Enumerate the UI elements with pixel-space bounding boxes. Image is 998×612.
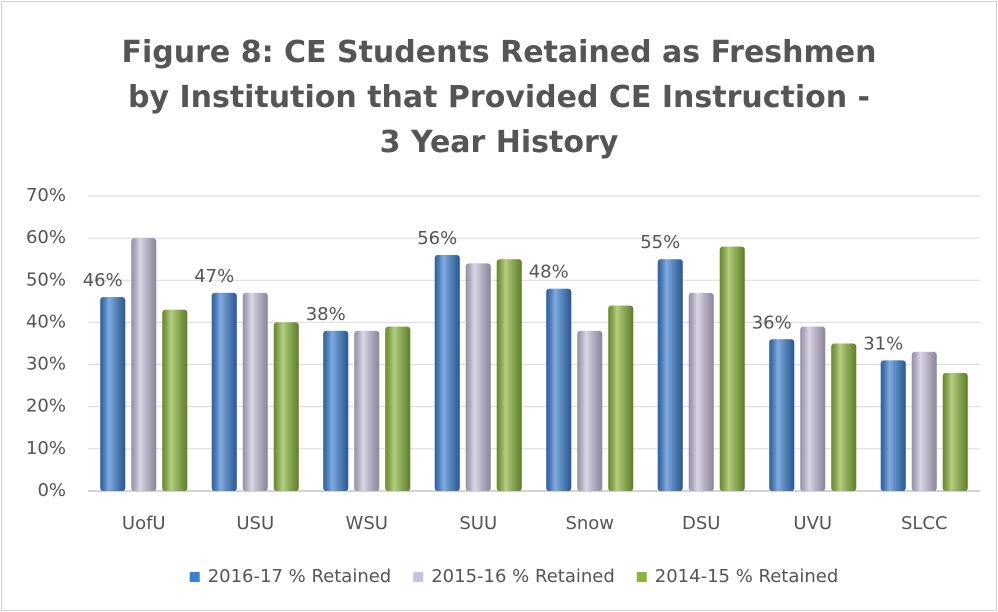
bar — [162, 309, 188, 491]
y-tick-label: 10% — [26, 438, 66, 459]
y-tick-label: 50% — [26, 269, 66, 290]
bar — [657, 259, 683, 491]
bar — [100, 297, 126, 491]
legend-marker — [413, 572, 424, 582]
data-label: 47% — [194, 266, 234, 287]
x-tick-label: WSU — [346, 513, 388, 534]
y-tick-label: 30% — [26, 354, 66, 375]
x-tick-label: DSU — [682, 513, 720, 534]
bar — [911, 351, 937, 491]
bar — [131, 238, 157, 491]
x-tick-label: SUU — [459, 513, 497, 534]
data-label: 56% — [417, 228, 457, 249]
bar — [323, 330, 349, 491]
legend-label: 2015-16 % Retained — [431, 566, 615, 587]
data-label: 46% — [83, 270, 123, 291]
x-tick-label: USU — [236, 513, 274, 534]
bar — [831, 343, 857, 491]
data-label: 48% — [529, 262, 569, 283]
bar — [273, 322, 299, 491]
bar — [434, 255, 460, 491]
bar — [769, 339, 795, 491]
legend-label: 2016-17 % Retained — [208, 566, 392, 587]
bar — [577, 330, 603, 491]
bar — [242, 292, 268, 491]
bar — [546, 288, 572, 491]
bar — [211, 292, 237, 491]
x-tick-label: SLCC — [901, 513, 948, 534]
y-tick-label: 40% — [26, 311, 66, 332]
y-tick-label: 0% — [37, 480, 66, 501]
x-tick-label: UofU — [122, 513, 166, 534]
y-tick-label: 60% — [26, 227, 66, 248]
bar — [800, 326, 826, 491]
x-tick-label: Snow — [565, 513, 614, 534]
x-tick-label: UVU — [793, 513, 832, 534]
data-label: 38% — [306, 304, 346, 325]
bar — [719, 246, 745, 491]
bar — [688, 292, 714, 491]
bar — [496, 259, 522, 491]
legend-label: 2014-15 % Retained — [655, 566, 839, 587]
bar — [354, 330, 380, 491]
chart-title: Figure 8: CE Students Retained as Freshm… — [121, 35, 877, 160]
bar — [880, 360, 906, 491]
bar — [385, 326, 411, 491]
data-label: 31% — [863, 333, 903, 354]
legend-marker — [189, 572, 200, 582]
y-tick-label: 70% — [26, 185, 66, 206]
bar — [942, 373, 968, 491]
legend-marker — [636, 572, 647, 582]
data-label: 55% — [640, 232, 680, 253]
bar — [465, 263, 491, 491]
bar — [608, 305, 634, 491]
data-label: 36% — [752, 312, 792, 333]
y-tick-label: 20% — [26, 396, 66, 417]
